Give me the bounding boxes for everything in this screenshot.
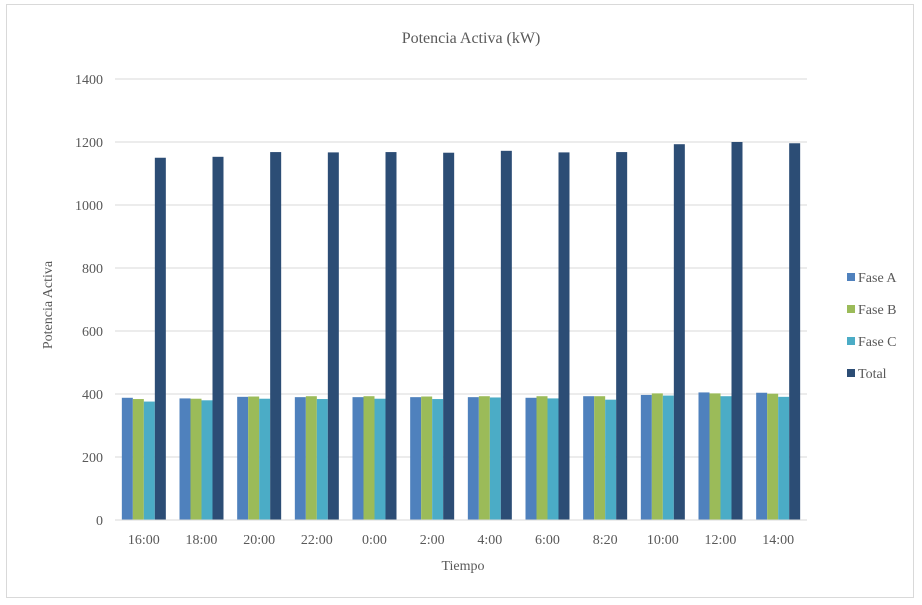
x-tick-label: 8:20 — [593, 533, 618, 548]
bar-fase-c — [432, 399, 444, 520]
x-tick-label: 12:00 — [705, 533, 737, 548]
chart-frame: Potencia Activa (kW) 0 200 400 600 800 1000 12… — [6, 4, 914, 598]
bar-fase-a — [294, 397, 306, 520]
bar-fase-c — [374, 398, 386, 520]
bar-total — [500, 150, 512, 520]
bar-total — [212, 156, 224, 520]
bar-total — [327, 152, 339, 520]
bar-total — [673, 144, 685, 520]
bar-fase-a — [237, 396, 249, 520]
y-tick-label: 200 — [82, 451, 103, 466]
x-axis-title: Tiempo — [441, 559, 484, 574]
bar-fase-b — [478, 396, 490, 520]
y-tick-label: 600 — [82, 325, 103, 340]
chart-title: Potencia Activa (kW) — [402, 30, 541, 47]
bar-total — [616, 152, 628, 520]
bar-total — [270, 152, 282, 520]
y-axis-ticks: 0 200 400 600 800 1000 1200 1400 — [75, 73, 103, 529]
x-tick-label: 0:00 — [362, 533, 387, 548]
bar-fase-a — [525, 397, 537, 520]
bar-total — [731, 142, 743, 520]
x-tick-label: 16:00 — [128, 533, 160, 548]
bar-fase-b — [709, 393, 721, 520]
bar-total — [385, 152, 397, 520]
bars — [121, 142, 801, 520]
legend: Fase A Fase B Fase C Total — [847, 271, 897, 382]
legend-label: Fase A — [858, 271, 897, 286]
bar-fase-c — [605, 399, 617, 520]
bar-fase-a — [352, 397, 364, 520]
bar-fase-c — [143, 401, 155, 520]
x-tick-label: 4:00 — [477, 533, 502, 548]
y-tick-label: 1000 — [75, 199, 103, 214]
bar-fase-c — [662, 395, 674, 520]
legend-label: Fase C — [858, 335, 897, 350]
y-tick-label: 400 — [82, 388, 103, 403]
bar-total — [789, 143, 801, 520]
bar-fase-b — [651, 393, 663, 520]
y-axis-title: Potencia Activa — [41, 260, 56, 349]
x-tick-label: 20:00 — [243, 533, 275, 548]
bar-total — [558, 152, 570, 520]
legend-swatch — [847, 305, 855, 313]
x-axis-ticks: 16:00 18:00 20:00 22:00 0:00 2:00 4:00 6:00 8:20… — [128, 533, 794, 548]
x-tick-label: 18:00 — [186, 533, 218, 548]
bar-fase-b — [248, 396, 260, 520]
legend-swatch — [847, 369, 855, 377]
y-tick-label: 1200 — [75, 136, 103, 151]
bar-fase-a — [121, 397, 133, 520]
x-tick-label: 10:00 — [647, 533, 679, 548]
legend-swatch — [847, 273, 855, 281]
x-tick-label: 14:00 — [762, 533, 794, 548]
bar-fase-a — [756, 392, 768, 520]
bar-fase-b — [536, 396, 548, 520]
y-tick-label: 0 — [96, 514, 103, 529]
grid-lines — [115, 78, 807, 458]
bar-fase-a — [698, 392, 710, 520]
legend-label: Fase B — [858, 303, 897, 318]
bar-fase-b — [132, 399, 144, 520]
bar-fase-b — [767, 393, 779, 520]
x-tick-label: 6:00 — [535, 533, 560, 548]
bar-fase-c — [316, 399, 328, 520]
bar-fase-b — [421, 396, 433, 520]
bar-total — [154, 157, 166, 520]
bar-fase-c — [778, 396, 790, 520]
bar-fase-c — [259, 398, 271, 520]
bar-fase-c — [547, 398, 559, 520]
legend-label: Total — [858, 367, 887, 382]
bar-chart: Potencia Activa (kW) 0 200 400 600 800 1000 12… — [41, 30, 897, 574]
y-tick-label: 1400 — [75, 73, 103, 88]
bar-fase-a — [179, 398, 191, 520]
bar-fase-b — [190, 398, 202, 520]
bar-fase-a — [583, 396, 595, 520]
bar-fase-b — [363, 396, 375, 520]
bar-fase-b — [305, 396, 317, 520]
y-tick-label: 800 — [82, 262, 103, 277]
bar-fase-a — [410, 397, 422, 520]
bar-fase-c — [489, 397, 501, 520]
x-tick-label: 2:00 — [420, 533, 445, 548]
x-tick-label: 22:00 — [301, 533, 333, 548]
bar-fase-b — [594, 396, 606, 520]
legend-swatch — [847, 337, 855, 345]
bar-total — [443, 152, 455, 520]
bar-fase-c — [720, 396, 732, 520]
bar-fase-a — [640, 394, 652, 520]
bar-fase-c — [201, 400, 213, 520]
bar-fase-a — [467, 397, 479, 520]
